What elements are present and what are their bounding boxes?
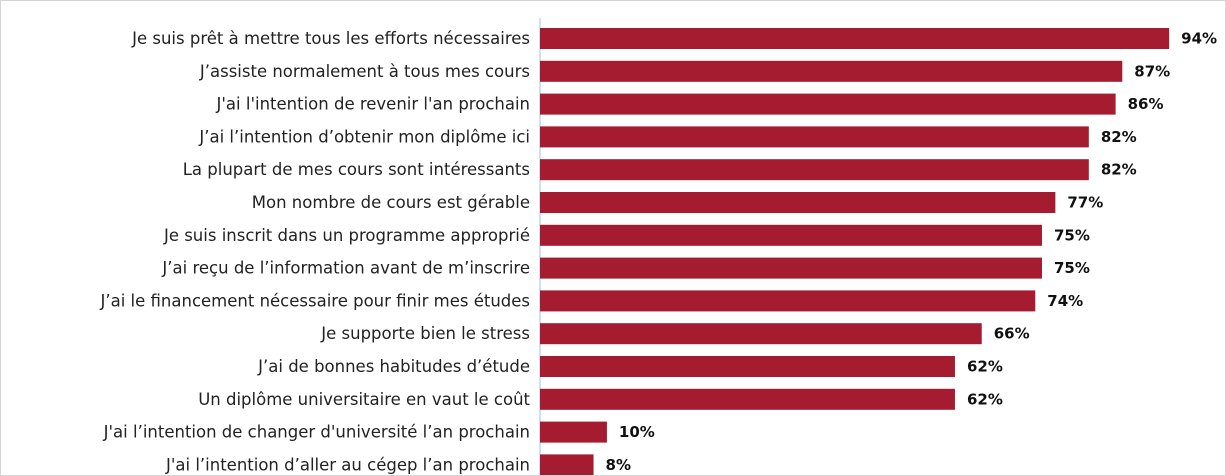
value-label: 86% [1128,95,1164,113]
category-label: J’ai de bonnes habitudes d’étude [257,357,530,376]
value-label: 82% [1101,161,1137,179]
category-label: J'ai l’intention d’aller au cégep l’an p… [165,455,530,474]
value-label: 66% [994,325,1030,343]
bar [540,454,594,475]
bar [540,257,1042,279]
category-label: Un diplôme universitaire en vaut le coût [198,390,530,409]
category-label: Mon nombre de cours est gérable [252,193,530,212]
value-label: 8% [606,456,631,474]
value-label: 62% [967,358,1003,376]
value-label: 75% [1054,226,1090,244]
category-label: J’assiste normalement à tous mes cours [199,62,530,81]
bar [540,356,955,377]
bar [540,421,607,443]
bar [540,93,1116,115]
category-label: J'ai l’intention de changer d'université… [103,423,530,442]
category-label: Je suis inscrit dans un programme approp… [163,226,530,245]
bar [540,28,1170,49]
value-label: 62% [967,390,1003,408]
value-label: 10% [619,423,655,441]
bar [540,323,982,345]
value-label: 75% [1054,259,1090,277]
bar [540,224,1042,246]
bar [540,126,1089,148]
bar [540,60,1123,82]
value-label: 94% [1181,30,1217,48]
bar [540,388,955,410]
value-label: 77% [1067,194,1103,212]
category-label: Je suis prêt à mettre tous les efforts n… [131,29,530,48]
category-label: Je supporte bien le stress [320,324,530,343]
bar [540,290,1036,312]
category-label: J’ai le financement nécessaire pour fini… [100,291,531,310]
value-label: 87% [1134,62,1170,80]
value-label: 82% [1101,128,1137,146]
category-label: J’ai l’intention d’obtenir mon diplôme i… [198,127,530,146]
value-label: 74% [1047,292,1083,310]
category-label: La plupart de mes cours sont intéressant… [183,160,530,179]
category-label: J'ai l'intention de revenir l'an prochai… [216,95,530,114]
category-label: J’ai reçu de l’information avant de m’in… [161,259,530,278]
bar [540,159,1089,181]
bar [540,192,1056,213]
